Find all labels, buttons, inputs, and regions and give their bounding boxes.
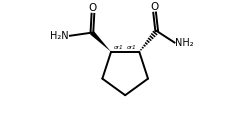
- Polygon shape: [90, 31, 111, 52]
- Text: O: O: [89, 3, 97, 13]
- Text: or1: or1: [113, 45, 123, 50]
- Text: or1: or1: [127, 45, 137, 50]
- Text: O: O: [151, 2, 159, 12]
- Text: NH₂: NH₂: [175, 37, 194, 47]
- Text: H₂N: H₂N: [50, 31, 69, 41]
